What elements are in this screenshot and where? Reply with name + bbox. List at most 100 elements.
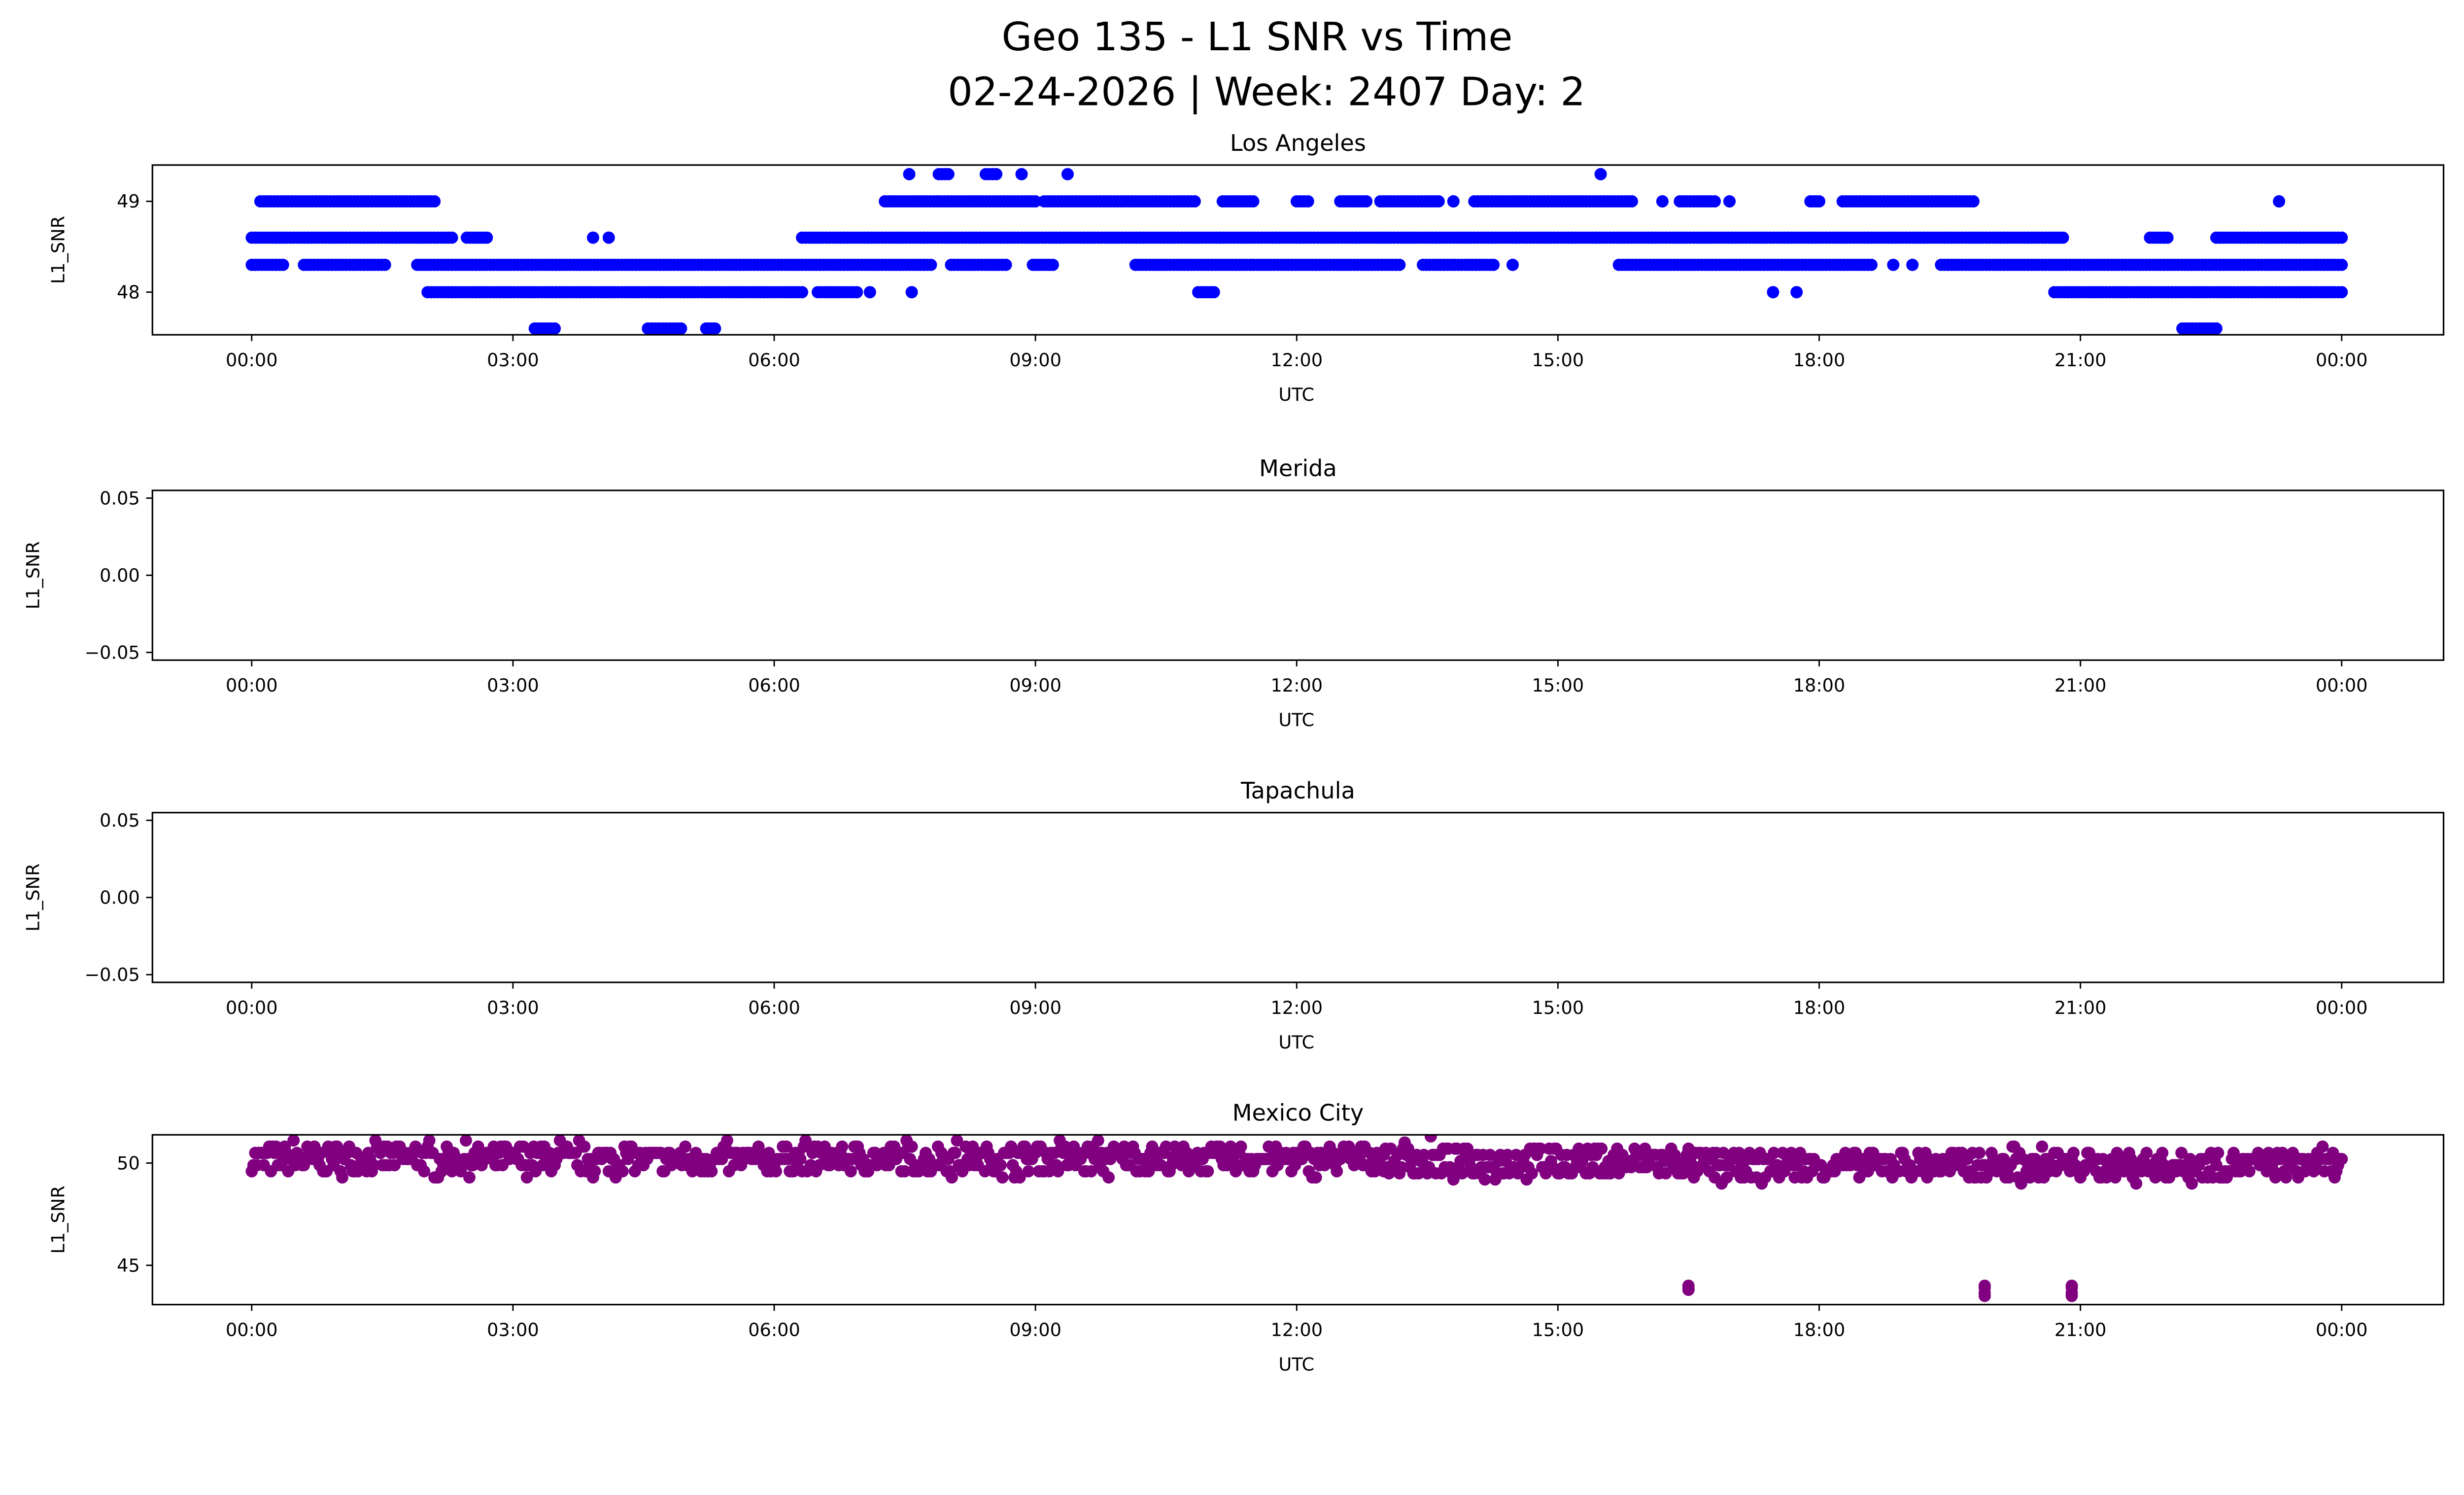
- x-tick-label: 09:00: [1009, 675, 1061, 696]
- x-tick-label: 18:00: [1793, 675, 1846, 696]
- data-point: [1395, 1161, 1407, 1174]
- x-tick-label: 06:00: [748, 675, 800, 696]
- data-point: [418, 1165, 431, 1178]
- data-point: [1022, 1165, 1035, 1178]
- x-tick-label: 06:00: [748, 349, 800, 371]
- data-point: [1461, 1142, 1474, 1155]
- subplot-title: Los Angeles: [1230, 130, 1366, 156]
- data-point: [1595, 1142, 1608, 1155]
- subplot-title: Tapachula: [1240, 777, 1355, 804]
- data-point: [2065, 1282, 2078, 1294]
- x-tick-label: 00:00: [226, 1319, 278, 1340]
- data-point: [616, 1165, 629, 1178]
- data-point: [951, 1135, 963, 1147]
- data-point: [1790, 286, 1803, 299]
- data-point: [1733, 1147, 1745, 1159]
- y-axis-label: L1_SNR: [23, 864, 44, 932]
- data-point: [1309, 1171, 1322, 1184]
- data-point: [463, 1171, 476, 1184]
- data-point: [2056, 231, 2069, 244]
- x-tick-label: 12:00: [1270, 349, 1323, 371]
- data-point: [378, 258, 391, 271]
- data-point: [1234, 1140, 1247, 1153]
- data-point: [1047, 258, 1059, 271]
- data-point: [1402, 1142, 1414, 1155]
- data-point: [924, 258, 937, 271]
- data-point: [1019, 1140, 1031, 1153]
- data-point: [990, 168, 1003, 180]
- x-tick-label: 15:00: [1532, 675, 1584, 696]
- data-point: [2335, 231, 2348, 244]
- x-tick-label: 00:00: [2316, 997, 2368, 1018]
- data-point: [705, 1165, 718, 1178]
- data-point: [1331, 1165, 1343, 1178]
- subplot-mexico-city: Mexico City 00:00 03:00 06:00 09:00 12:00 15:0…: [48, 1100, 2445, 1375]
- data-point: [1501, 1148, 1514, 1161]
- data-point: [1417, 1148, 1430, 1161]
- data-point: [1865, 258, 1878, 271]
- data-point: [1525, 1167, 1538, 1180]
- data-point: [2273, 195, 2286, 208]
- data-point: [851, 286, 863, 299]
- x-tick-label: 00:00: [2316, 675, 2368, 696]
- data-point: [2156, 1147, 2169, 1159]
- data-point: [1594, 168, 1607, 180]
- data-point: [2227, 1147, 2240, 1159]
- data-point: [2269, 1171, 2282, 1184]
- data-point: [1029, 195, 1042, 208]
- data-point: [1447, 195, 1460, 208]
- x-tick-label: 18:00: [1793, 349, 1846, 371]
- y-tick-label: 0.05: [100, 487, 140, 509]
- data-point: [1506, 258, 1519, 271]
- data-point: [460, 1135, 472, 1147]
- data-point: [480, 231, 493, 244]
- data-point: [1487, 258, 1500, 271]
- data-point: [1768, 1147, 1780, 1159]
- data-point: [716, 1152, 728, 1165]
- x-tick-label: 00:00: [2316, 349, 2368, 371]
- data-point: [2316, 1140, 2329, 1153]
- y-axis-label: L1_SNR: [48, 1185, 69, 1253]
- data-point: [1102, 1171, 1115, 1184]
- data-point: [1906, 258, 1919, 271]
- y-axis-label: L1_SNR: [23, 541, 44, 609]
- x-tick-label: 09:00: [1009, 1319, 1061, 1340]
- data-point: [428, 195, 441, 208]
- x-tick-label: 09:00: [1009, 997, 1061, 1018]
- data-point: [2186, 1177, 2198, 1190]
- data-point: [898, 1165, 911, 1178]
- data-point: [602, 231, 615, 244]
- data-point: [780, 1140, 793, 1153]
- x-tick-label: 15:00: [1532, 1319, 1584, 1340]
- data-point: [1015, 168, 1028, 180]
- data-point: [2003, 1171, 2016, 1184]
- x-tick-label: 18:00: [1793, 997, 1846, 1018]
- data-point: [2161, 231, 2174, 244]
- data-point: [367, 1159, 380, 1172]
- x-tick-label: 21:00: [2054, 349, 2107, 371]
- data-point: [445, 231, 458, 244]
- data-point: [949, 1147, 961, 1159]
- data-point: [1682, 1282, 1695, 1294]
- data-point: [836, 1140, 849, 1153]
- x-tick-label: 15:00: [1532, 349, 1584, 371]
- y-tick-label: 49: [117, 191, 140, 212]
- data-point: [1456, 1167, 1469, 1180]
- data-points: [245, 1135, 2348, 1302]
- data-point: [1013, 1171, 1026, 1184]
- data-point: [905, 1140, 918, 1153]
- x-tick-label: 00:00: [226, 349, 278, 371]
- x-tick-label: 03:00: [487, 675, 539, 696]
- x-tick-label: 00:00: [2316, 1319, 2368, 1340]
- x-axis-label: UTC: [1278, 1354, 1314, 1375]
- data-point: [423, 1135, 436, 1147]
- data-point: [1085, 1165, 1097, 1178]
- data-point: [548, 322, 561, 335]
- x-axis-label: UTC: [1278, 1032, 1314, 1053]
- x-axis-label: UTC: [1278, 384, 1314, 405]
- x-tick-label: 03:00: [487, 1319, 539, 1340]
- data-point: [2124, 1152, 2137, 1165]
- data-point: [520, 1171, 533, 1184]
- data-point: [2243, 1165, 2256, 1178]
- data-point: [1484, 1148, 1497, 1161]
